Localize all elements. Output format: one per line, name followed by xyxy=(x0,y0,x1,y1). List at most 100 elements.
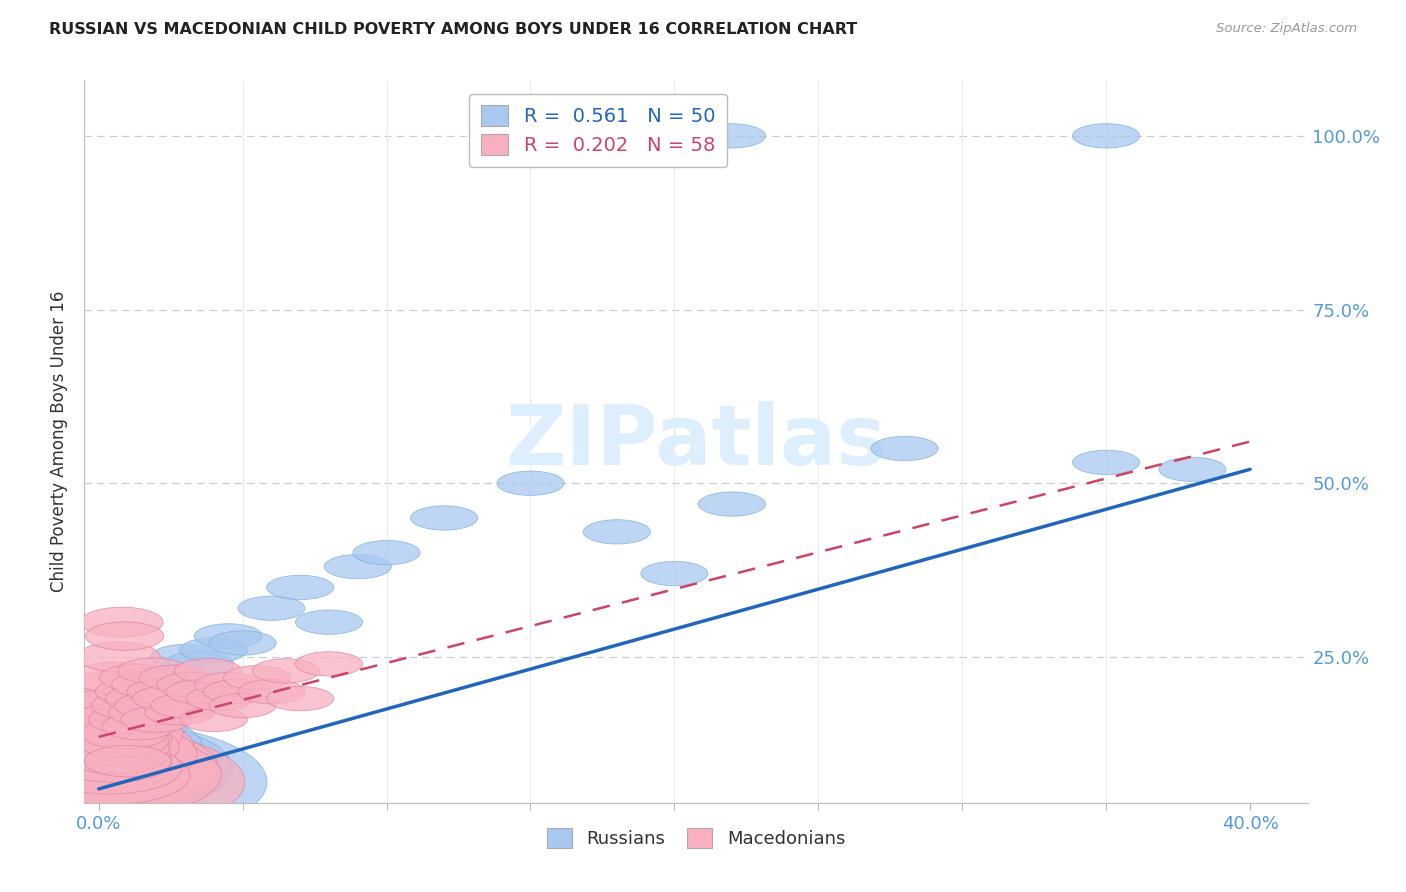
Ellipse shape xyxy=(97,712,176,740)
Ellipse shape xyxy=(105,685,179,712)
Ellipse shape xyxy=(118,658,188,683)
Ellipse shape xyxy=(86,622,165,650)
Ellipse shape xyxy=(139,665,208,690)
Ellipse shape xyxy=(411,506,478,530)
Ellipse shape xyxy=(77,642,160,672)
Ellipse shape xyxy=(10,714,194,780)
Ellipse shape xyxy=(699,491,765,516)
Ellipse shape xyxy=(224,665,291,690)
Ellipse shape xyxy=(165,651,233,676)
Ellipse shape xyxy=(295,652,363,676)
Text: Source: ZipAtlas.com: Source: ZipAtlas.com xyxy=(1216,22,1357,36)
Ellipse shape xyxy=(86,725,169,756)
Ellipse shape xyxy=(62,735,170,773)
Y-axis label: Child Poverty Among Boys Under 16: Child Poverty Among Boys Under 16 xyxy=(51,291,69,592)
Ellipse shape xyxy=(252,658,319,683)
Ellipse shape xyxy=(180,707,247,731)
Ellipse shape xyxy=(121,706,191,732)
Ellipse shape xyxy=(114,713,187,739)
Ellipse shape xyxy=(38,689,172,737)
Ellipse shape xyxy=(150,644,219,669)
Ellipse shape xyxy=(49,718,172,763)
Ellipse shape xyxy=(1073,124,1140,148)
Ellipse shape xyxy=(80,607,163,637)
Ellipse shape xyxy=(1159,458,1226,482)
Ellipse shape xyxy=(39,742,181,794)
Ellipse shape xyxy=(0,732,221,817)
Ellipse shape xyxy=(0,726,218,811)
Ellipse shape xyxy=(641,561,709,586)
Ellipse shape xyxy=(25,752,190,812)
Ellipse shape xyxy=(267,575,333,599)
Ellipse shape xyxy=(111,672,184,698)
Text: ZIPatlas: ZIPatlas xyxy=(506,401,886,482)
Ellipse shape xyxy=(52,672,163,712)
Ellipse shape xyxy=(76,731,167,764)
Ellipse shape xyxy=(75,751,169,785)
Ellipse shape xyxy=(96,678,172,706)
Ellipse shape xyxy=(583,520,651,544)
Ellipse shape xyxy=(69,743,170,780)
Ellipse shape xyxy=(44,710,172,756)
Ellipse shape xyxy=(145,672,214,698)
Ellipse shape xyxy=(25,745,190,805)
Ellipse shape xyxy=(108,699,181,726)
Ellipse shape xyxy=(58,734,169,774)
Ellipse shape xyxy=(353,541,420,565)
Ellipse shape xyxy=(82,718,167,749)
Ellipse shape xyxy=(121,692,193,719)
Ellipse shape xyxy=(91,691,169,720)
Ellipse shape xyxy=(150,693,219,718)
Ellipse shape xyxy=(295,610,363,634)
Ellipse shape xyxy=(35,722,179,773)
Ellipse shape xyxy=(63,722,169,759)
Ellipse shape xyxy=(699,124,765,148)
Ellipse shape xyxy=(114,692,187,719)
Ellipse shape xyxy=(238,596,305,621)
Ellipse shape xyxy=(13,728,197,795)
Ellipse shape xyxy=(127,679,197,705)
Ellipse shape xyxy=(67,708,165,744)
Ellipse shape xyxy=(27,705,183,762)
Ellipse shape xyxy=(194,673,262,697)
Ellipse shape xyxy=(267,687,333,711)
Ellipse shape xyxy=(60,714,166,752)
Ellipse shape xyxy=(55,740,172,782)
Ellipse shape xyxy=(89,706,167,733)
Ellipse shape xyxy=(0,723,267,842)
Ellipse shape xyxy=(238,680,305,704)
Text: RUSSIAN VS MACEDONIAN CHILD POVERTY AMONG BOYS UNDER 16 CORRELATION CHART: RUSSIAN VS MACEDONIAN CHILD POVERTY AMON… xyxy=(49,22,858,37)
Ellipse shape xyxy=(174,658,242,683)
Ellipse shape xyxy=(84,746,172,777)
Ellipse shape xyxy=(75,723,169,757)
Ellipse shape xyxy=(70,715,167,751)
Ellipse shape xyxy=(108,706,181,733)
Ellipse shape xyxy=(194,624,263,648)
Ellipse shape xyxy=(132,686,202,711)
Ellipse shape xyxy=(209,631,276,655)
Ellipse shape xyxy=(135,665,205,690)
Ellipse shape xyxy=(325,555,391,579)
Ellipse shape xyxy=(145,700,214,725)
Ellipse shape xyxy=(46,724,174,771)
Ellipse shape xyxy=(82,739,167,770)
Ellipse shape xyxy=(496,471,564,495)
Ellipse shape xyxy=(35,735,179,787)
Ellipse shape xyxy=(1073,450,1140,475)
Ellipse shape xyxy=(69,729,170,765)
Ellipse shape xyxy=(24,698,180,755)
Ellipse shape xyxy=(209,693,276,718)
Ellipse shape xyxy=(66,689,160,723)
Ellipse shape xyxy=(73,703,165,736)
Ellipse shape xyxy=(39,742,181,794)
Ellipse shape xyxy=(13,721,197,788)
Ellipse shape xyxy=(84,746,172,777)
Ellipse shape xyxy=(180,638,247,662)
Ellipse shape xyxy=(0,721,232,815)
Ellipse shape xyxy=(0,732,221,817)
Ellipse shape xyxy=(0,711,202,784)
Ellipse shape xyxy=(204,680,270,704)
Ellipse shape xyxy=(100,726,177,755)
Ellipse shape xyxy=(0,731,245,834)
Ellipse shape xyxy=(103,713,176,739)
